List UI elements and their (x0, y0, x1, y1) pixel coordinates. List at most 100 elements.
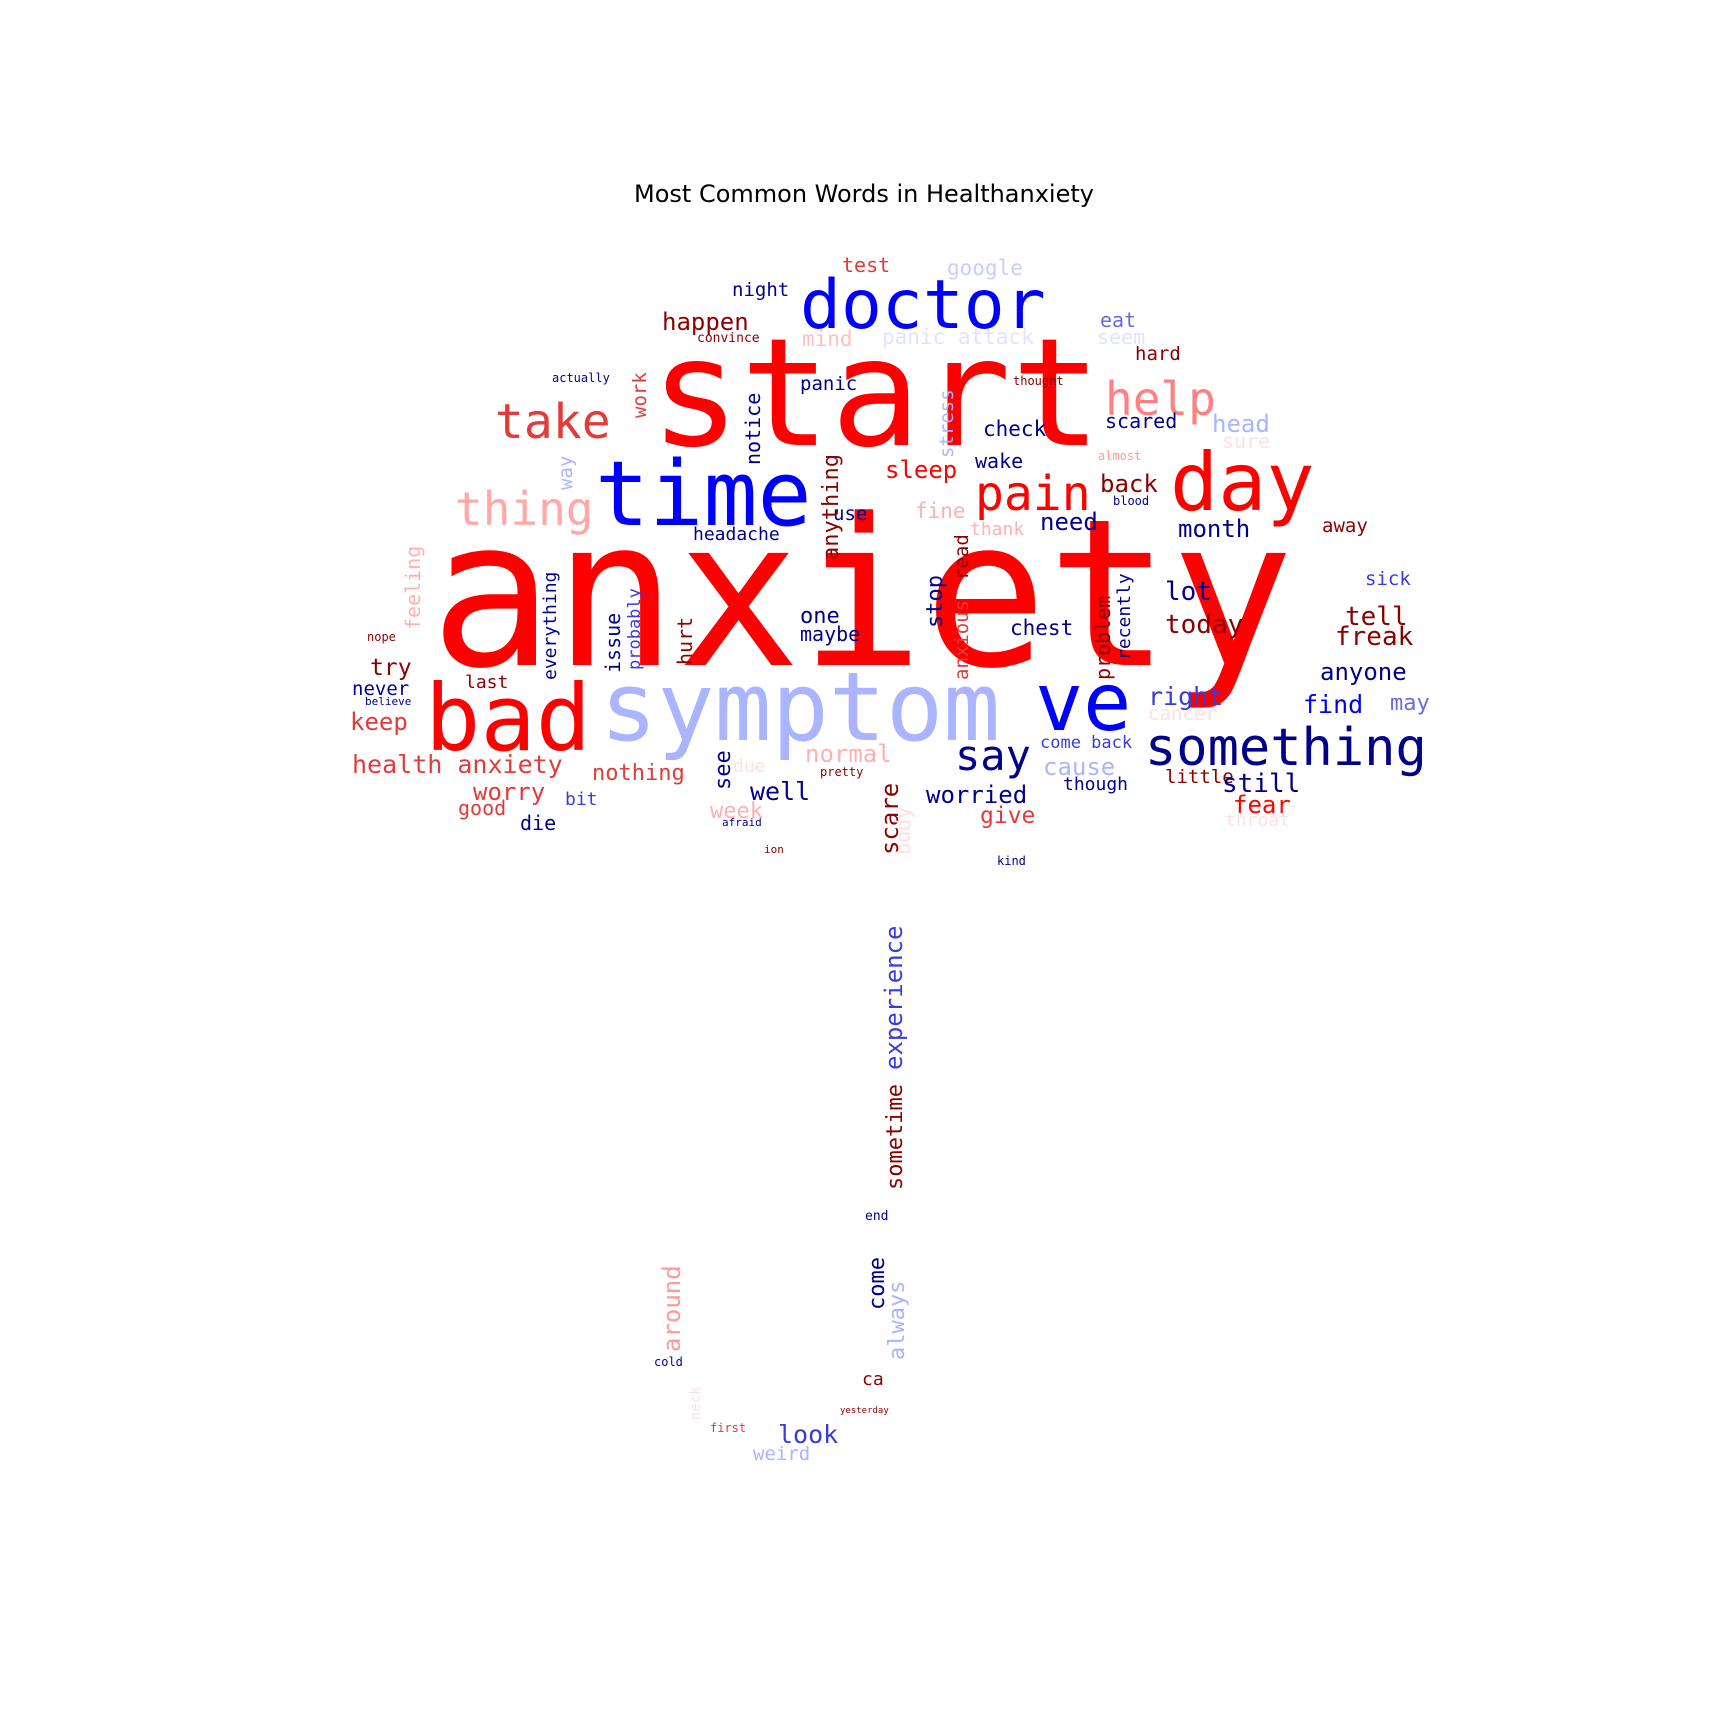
word-freak: freak (1335, 622, 1414, 652)
word-blood: blood (1113, 494, 1149, 508)
word-anxiety: anxiety (430, 476, 1294, 714)
word-yesterday: yesterday (840, 1406, 889, 1416)
word-need: need (1040, 508, 1098, 536)
word-little: little (1165, 766, 1234, 788)
word-afraid: afraid (722, 816, 762, 829)
word-cancer: cancer (1148, 703, 1217, 725)
word-today: today (1165, 610, 1243, 640)
word-thank: thank (970, 519, 1024, 540)
word-right: right (1148, 682, 1223, 711)
word-lot: lot (1165, 577, 1212, 607)
word-probably: probably (625, 588, 645, 670)
word-ve: ve (1035, 656, 1131, 749)
word-last: last (465, 672, 508, 693)
word-good: good (458, 796, 506, 820)
word-work: work (629, 372, 651, 418)
word-almost: almost (1098, 449, 1141, 463)
word-week: week (710, 799, 763, 824)
word-actually: actually (552, 371, 610, 385)
word-issue: issue (601, 613, 625, 673)
word-head: head (1212, 410, 1270, 438)
word-keep: keep (350, 708, 408, 736)
word-thing: thing (455, 482, 593, 536)
word-scared: scared (1105, 409, 1177, 433)
word-maybe: maybe (800, 622, 860, 646)
word-see: see (711, 750, 736, 790)
word-tell: tell (1345, 602, 1408, 632)
word-wake: wake (975, 449, 1023, 473)
word-panic: panic (800, 373, 857, 395)
word-ca: ca (862, 1369, 884, 1390)
word-one: one (800, 604, 840, 629)
word-believe: believe (365, 695, 411, 708)
word-seem: seem (1097, 325, 1145, 349)
word-check: check (983, 417, 1047, 441)
word-symptom: symptom (600, 653, 1000, 763)
word-notice: notice (741, 393, 765, 465)
word-come-back: come back (1040, 733, 1132, 753)
word-due: due (733, 756, 766, 777)
word-sure: sure (1222, 429, 1270, 453)
word-give: give (980, 803, 1035, 829)
word-thought: thought (1013, 374, 1064, 388)
word-way: way (555, 456, 577, 490)
chart-title: Most Common Words in Healthanxiety (634, 180, 1094, 208)
word-worried: worried (926, 781, 1027, 809)
word-worry: worry (473, 778, 545, 806)
word-try: try (370, 655, 412, 681)
word-find: find (1303, 690, 1363, 719)
word-bit: bit (565, 789, 598, 810)
word-first: first (710, 1421, 746, 1435)
word-hurt: hurt (673, 617, 697, 665)
word-never: never (352, 678, 409, 700)
word-something: something (1145, 718, 1427, 778)
word-happen: happen (662, 308, 749, 336)
word-time: time (595, 442, 812, 547)
word-mind: mind (802, 327, 853, 351)
word-die: die (520, 811, 556, 835)
word-nope: nope (367, 630, 396, 644)
word-anxious: anxious (951, 600, 973, 680)
word-start: start (650, 307, 1102, 481)
word-eat: eat (1100, 308, 1136, 332)
word-take: take (495, 394, 611, 450)
word-hard: hard (1135, 343, 1181, 365)
word-ion: ion (764, 843, 784, 856)
word-use: use (833, 503, 867, 525)
word-weird: weird (753, 1443, 810, 1465)
word-anything: anything (819, 454, 844, 560)
word-end: end (865, 1209, 888, 1224)
word-away: away (1322, 515, 1368, 537)
word-kind: kind (997, 854, 1026, 868)
word-chest: chest (1010, 616, 1073, 640)
word-look: look (778, 1420, 838, 1449)
word-around: around (658, 1265, 686, 1352)
word-convince: convince (697, 331, 760, 346)
word-read: read (951, 534, 973, 580)
word-cold: cold (654, 1355, 683, 1369)
word-sick: sick (1365, 568, 1411, 590)
word-say: say (955, 731, 1031, 780)
word-body: body (891, 807, 915, 855)
word-night: night (732, 279, 789, 301)
word-fine: fine (915, 499, 966, 523)
word-pain: pain (975, 466, 1091, 522)
word-may: may (1390, 691, 1430, 716)
word-back: back (1100, 470, 1158, 498)
word-sleep: sleep (885, 456, 957, 484)
word-throat: throat (1225, 810, 1290, 831)
word-test: test (842, 253, 890, 277)
word-scare: scare (876, 783, 904, 855)
word-google: google (947, 256, 1023, 280)
word-nothing: nothing (592, 761, 685, 786)
word-doctor: doctor (800, 266, 1046, 345)
word-health-anxiety: health anxiety (352, 750, 563, 779)
word-come: come (865, 1257, 890, 1310)
word-fear: fear (1233, 791, 1291, 819)
word-anyone: anyone (1320, 658, 1407, 686)
word-panic-attack: panic attack (882, 325, 1034, 349)
word-always: always (885, 1281, 910, 1360)
word-though: though (1063, 774, 1128, 795)
word-day: day (1170, 436, 1315, 529)
